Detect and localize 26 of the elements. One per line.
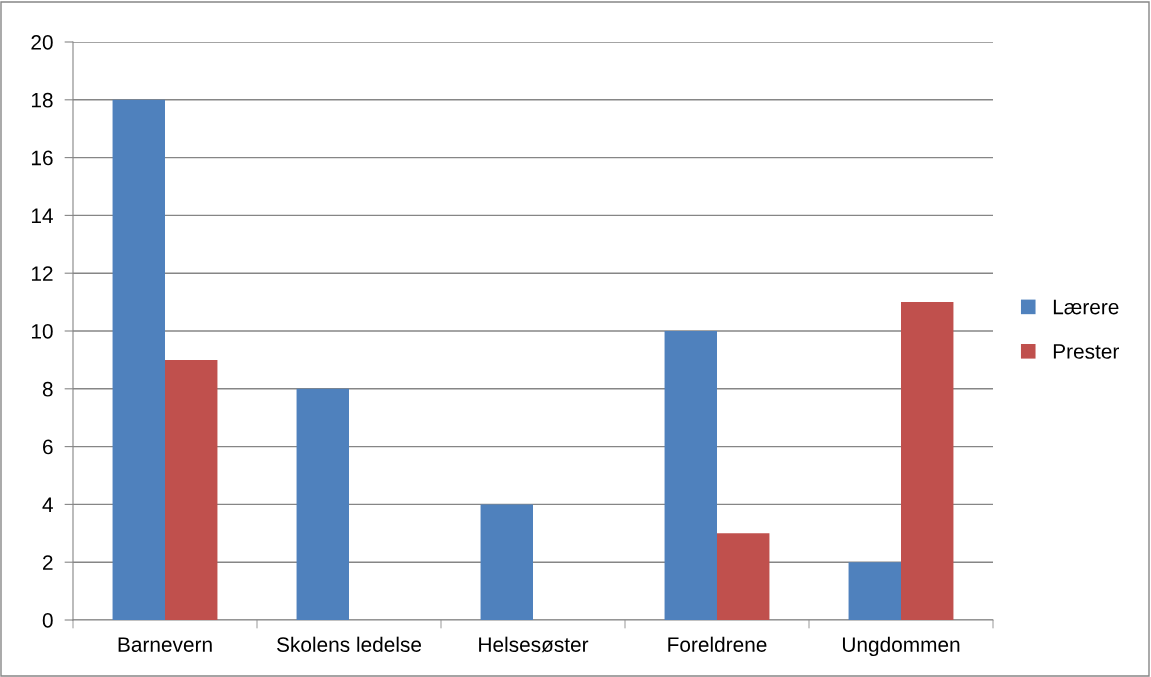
bar <box>112 99 165 620</box>
x-tick-label: Skolens ledelse <box>276 636 422 652</box>
x-tick-label: Ungdommen <box>842 636 960 657</box>
y-tick-label: 18 <box>31 92 53 108</box>
x-tick-label: Foreldrene <box>668 636 767 652</box>
x-tick-label: Barnevern <box>118 637 212 652</box>
y-tick-label: 14 <box>31 208 53 223</box>
y-tick-label: 6 <box>43 439 53 455</box>
y-tick-label: 0 <box>42 613 53 628</box>
y-tick-label: 10 <box>31 324 53 339</box>
y-tick-label: 16 <box>31 150 53 166</box>
y-tick-label: 4 <box>42 497 53 512</box>
y-tick-label: 20 <box>31 35 53 50</box>
legend-label: Lærere <box>1053 299 1119 315</box>
bar <box>901 302 954 620</box>
x-tick-label: Helsesøster <box>479 636 589 653</box>
y-tick-label: 2 <box>43 555 53 570</box>
bar <box>848 562 901 620</box>
bar <box>165 359 218 620</box>
y-tick-label: 12 <box>31 266 53 281</box>
bar <box>717 533 770 620</box>
y-tick-label: 8 <box>42 381 53 397</box>
bar <box>480 504 533 620</box>
bar <box>664 331 717 620</box>
bar <box>296 388 349 620</box>
legend-label: Prester <box>1053 344 1119 359</box>
